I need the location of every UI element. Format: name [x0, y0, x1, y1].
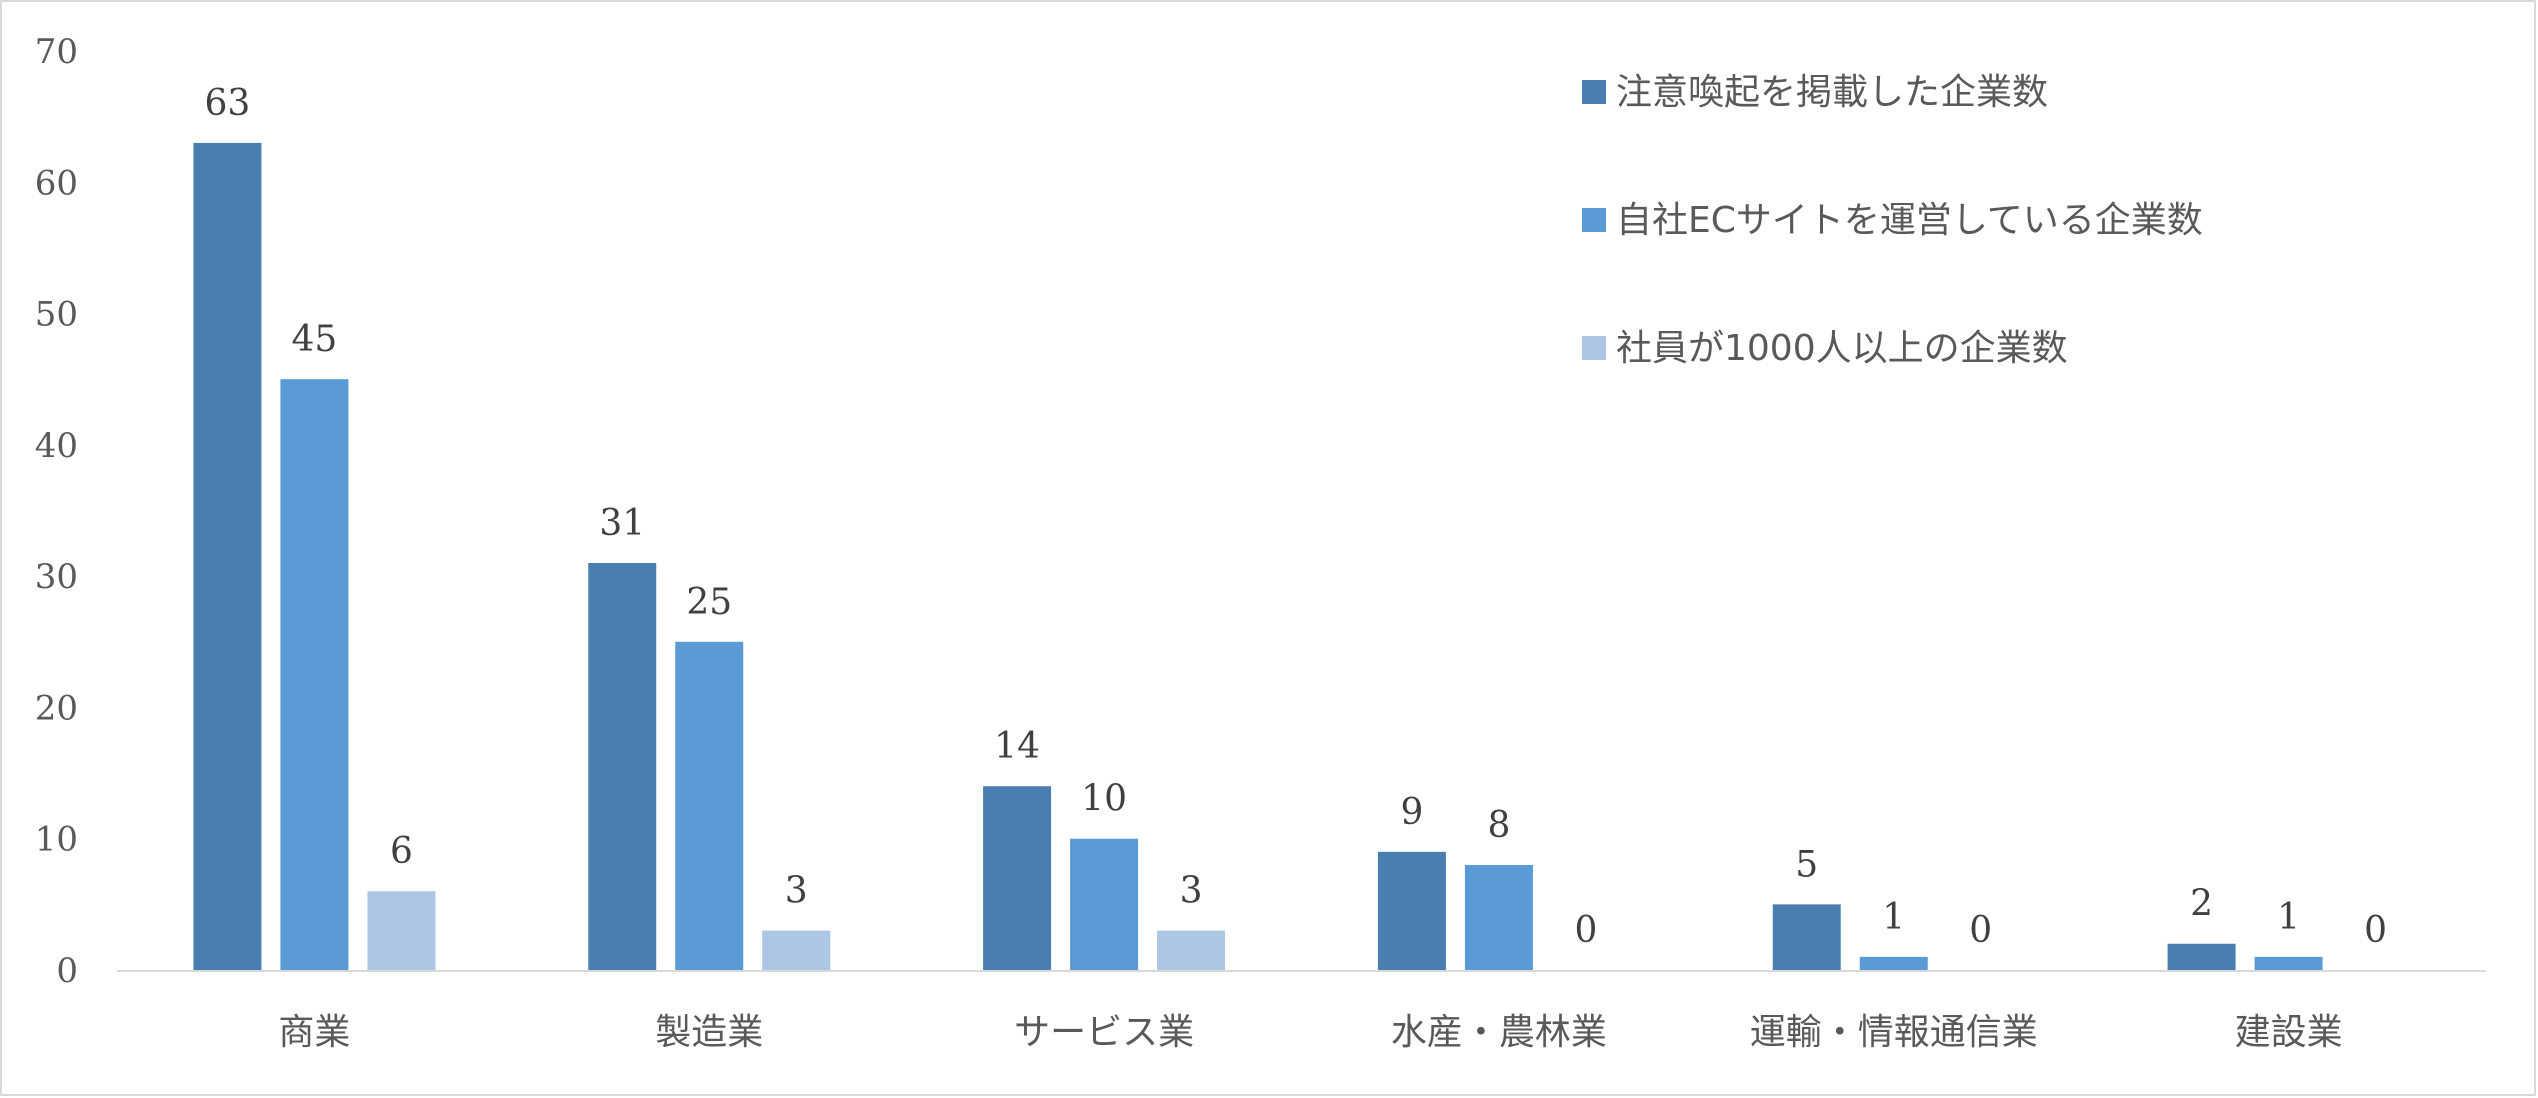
data-label: 6	[390, 831, 413, 872]
data-label: 0	[2364, 910, 2387, 951]
data-label: 2	[2190, 884, 2213, 925]
data-label: 31	[599, 503, 645, 544]
data-label: 45	[292, 319, 338, 360]
data-label: 14	[994, 726, 1040, 767]
y-tick-label: 20	[35, 688, 78, 728]
bar-1	[193, 142, 262, 970]
bar-3	[762, 930, 831, 970]
bar-2	[280, 379, 349, 970]
category-label: サービス業	[1014, 1012, 1194, 1053]
bar-3	[1157, 930, 1226, 970]
legend-label: 自社ECサイトを運営している企業数	[1616, 200, 2203, 241]
bar-1	[2167, 943, 2236, 970]
data-label: 3	[1180, 871, 1203, 912]
data-label: 0	[1969, 910, 1992, 951]
y-tick-label: 60	[35, 163, 78, 203]
data-label: 1	[1882, 897, 1905, 938]
data-label: 63	[205, 83, 251, 124]
y-tick-label: 0	[56, 951, 78, 991]
bar-3	[367, 891, 436, 970]
legend-swatch	[1582, 336, 1606, 360]
category-label: 水産・農林業	[1391, 1012, 1607, 1053]
data-label: 5	[1795, 844, 1818, 885]
bar-1	[1377, 851, 1446, 970]
bar-2	[1070, 838, 1139, 970]
category-label: 商業	[278, 1012, 350, 1053]
data-label: 1	[2277, 897, 2300, 938]
data-label: 9	[1400, 792, 1423, 833]
legend-label: 注意喚起を掲載した企業数	[1616, 72, 2048, 113]
bar-1	[1772, 904, 1841, 970]
legend-swatch	[1582, 208, 1606, 232]
category-label: 建設業	[2235, 1012, 2343, 1053]
y-tick-label: 40	[35, 426, 78, 466]
data-label: 10	[1081, 779, 1127, 820]
bar-1	[983, 786, 1052, 970]
category-label: 運輸・情報通信業	[1750, 1012, 2038, 1053]
y-tick-label: 30	[35, 557, 78, 597]
legend-label: 社員が1000人以上の企業数	[1616, 328, 2068, 369]
data-label: 25	[686, 582, 732, 623]
bar-2	[2254, 956, 2323, 970]
data-label: 3	[785, 871, 808, 912]
bar-2	[1859, 956, 1928, 970]
bar-2	[1464, 864, 1533, 970]
data-label: 0	[1574, 910, 1597, 951]
y-tick-label: 50	[35, 295, 78, 335]
y-tick-label: 70	[35, 32, 78, 72]
bar-2	[675, 641, 744, 970]
data-label: 8	[1487, 805, 1510, 846]
bar-1	[588, 563, 657, 970]
category-label: 製造業	[655, 1012, 763, 1053]
legend-swatch	[1582, 80, 1606, 104]
y-tick-label: 10	[35, 820, 78, 860]
